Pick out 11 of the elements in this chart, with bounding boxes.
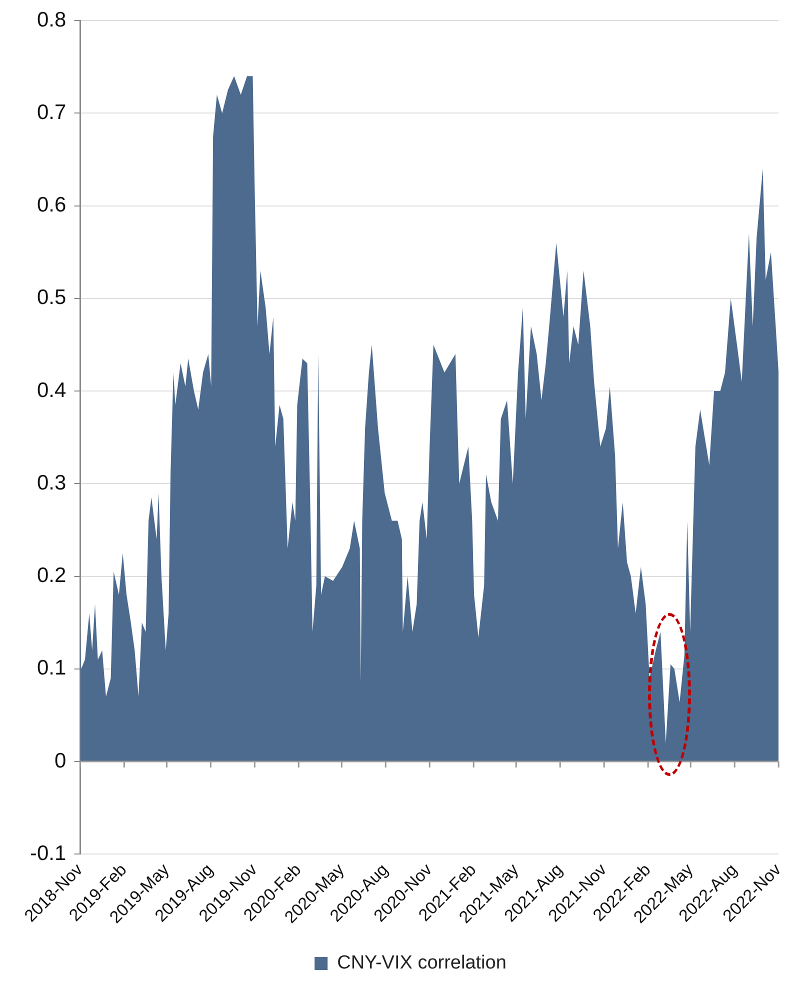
y-tick-label: -0.1 — [30, 842, 66, 865]
y-tick-label: 0.7 — [36, 101, 66, 124]
y-tick-label: 0.3 — [36, 471, 66, 494]
y-tick-label: 0.2 — [36, 564, 66, 588]
y-tick-label: 0 — [54, 749, 66, 772]
y-tick-label: 0.5 — [36, 286, 66, 310]
legend-label: CNY-VIX correlation — [337, 952, 506, 974]
y-tick-label: 0.6 — [36, 194, 66, 217]
y-tick-label: 0.1 — [36, 656, 66, 680]
y-tick-label: 0.4 — [36, 378, 66, 402]
y-tick-label: 0.8 — [36, 8, 66, 32]
